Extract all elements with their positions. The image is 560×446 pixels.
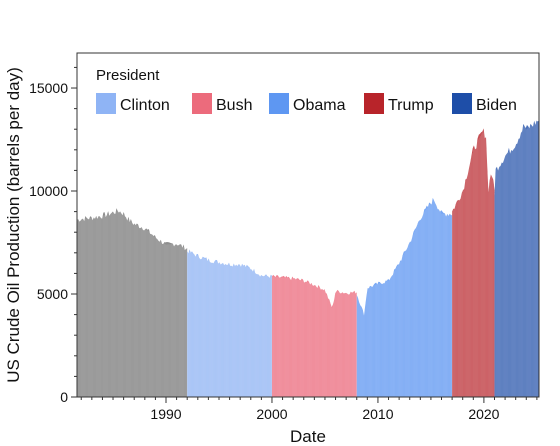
legend-item-biden: Biden — [452, 93, 517, 114]
legend-label: Clinton — [120, 97, 170, 114]
legend-swatch — [96, 93, 116, 114]
x-tick-label: 2000 — [256, 406, 287, 422]
plot-area — [77, 120, 539, 397]
plot-frame — [76, 52, 540, 398]
y-tick-label: 10000 — [29, 183, 68, 199]
series-area — [356, 197, 453, 397]
series-area — [494, 120, 539, 397]
legend-item-clinton: Clinton — [96, 93, 170, 114]
y-tick-label: 5000 — [37, 286, 68, 302]
series-biden — [494, 120, 539, 397]
y-tick-label: 15000 — [29, 80, 68, 96]
series-area — [77, 208, 188, 397]
series-area — [271, 274, 357, 397]
legend-item-trump: Trump — [364, 93, 434, 114]
x-tick-label: 2020 — [468, 406, 499, 422]
legend-swatch — [192, 93, 212, 114]
y-tick-label: 0 — [60, 389, 68, 405]
legend-swatch — [452, 93, 472, 114]
series-area — [187, 249, 272, 397]
axes: 0 5000 10000 15000 1990 2000 2010 2020 — [29, 52, 540, 422]
legend-label: Bush — [216, 97, 252, 114]
legend-label: Obama — [293, 97, 346, 114]
legend-swatch — [269, 93, 289, 114]
series-obama — [356, 197, 453, 397]
series-clinton — [186, 249, 273, 397]
series-area — [452, 128, 495, 397]
legend-item-bush: Bush — [192, 93, 252, 114]
x-tick-label: 2010 — [362, 406, 393, 422]
series-trump — [451, 128, 495, 397]
legend-title: President — [96, 67, 160, 84]
legend-label: Trump — [388, 97, 434, 114]
legend-swatch — [364, 93, 384, 114]
x-axis-label: Date — [290, 427, 326, 446]
legend-label: Biden — [476, 97, 517, 114]
legend: President Clinton Bush Obama Trump Biden — [96, 67, 517, 114]
y-axis-label: US Crude Oil Production (barrels per day… — [4, 67, 23, 383]
series-bush — [271, 274, 358, 397]
series-pre-clinton — [77, 208, 188, 397]
x-tick-label: 1990 — [150, 406, 181, 422]
legend-item-obama: Obama — [269, 93, 346, 114]
